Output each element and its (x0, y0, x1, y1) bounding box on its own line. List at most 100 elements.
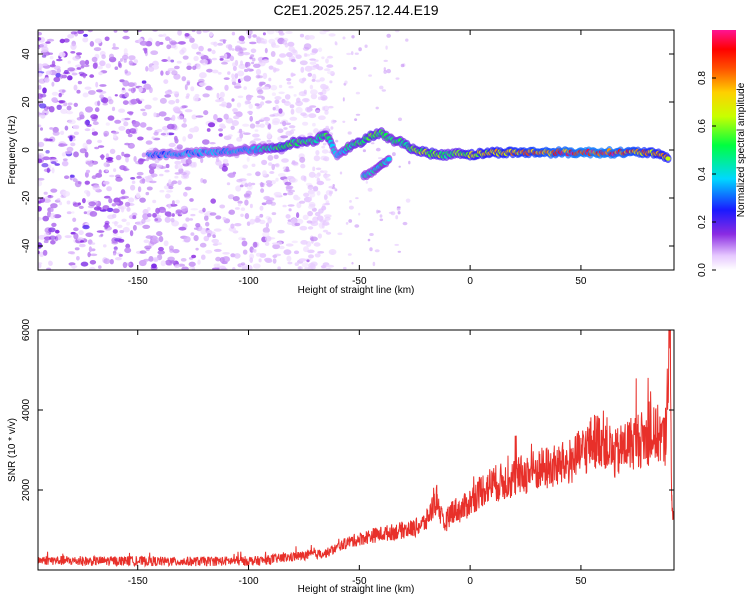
heatmap-noise-cell (239, 184, 244, 188)
heatmap-noise-cell (266, 182, 273, 188)
heatmap-noise-cell (158, 236, 164, 243)
heatmap-noise-cell (83, 33, 88, 37)
heatmap-noise-cell (191, 114, 198, 120)
heatmap-noise-cell (105, 153, 109, 159)
heatmap-noise-cell (51, 97, 58, 103)
heatmap-noise-cell (119, 93, 125, 99)
heatmap-noise-cell (234, 47, 242, 52)
heatmap-noise-cell (172, 106, 181, 113)
heatmap-noise-cell (307, 226, 314, 230)
heatmap-noise-cell (259, 213, 264, 218)
heatmap-noise-cell (261, 86, 270, 90)
colorbar-gradient (712, 30, 736, 270)
heatmap-noise-cell (200, 157, 204, 164)
heatmap-noise-cell (189, 266, 195, 269)
heatmap-noise-cell (240, 60, 243, 66)
heatmap-noise-cell (211, 49, 216, 55)
heatmap-noise-cell (92, 121, 99, 126)
heatmap-noise-cell (128, 55, 136, 61)
heatmap-noise-cell (101, 54, 106, 60)
heatmap-noise-cell (152, 199, 157, 204)
heatmap-noise-cell (120, 189, 126, 195)
heatmap-noise-cell (236, 102, 242, 108)
heatmap-noise-cell (231, 98, 235, 102)
heatmap-noise-cell (274, 96, 282, 100)
heatmap-noise-cell (100, 233, 104, 237)
heatmap-noise-cell (242, 123, 250, 127)
heatmap-noise-cell (307, 185, 314, 190)
heatmap-noise-cell (73, 227, 79, 232)
heatmap-noise-cell (130, 143, 135, 148)
heatmap-noise-cell (256, 95, 264, 98)
heatmap-noise-cell (124, 92, 129, 98)
heatmap-noise-cell (172, 249, 180, 254)
heatmap-noise-cell (156, 231, 163, 237)
heatmap-noise-cell (227, 194, 235, 200)
heatmap-noise-cell (103, 181, 110, 185)
heatmap-noise-cell (277, 128, 284, 134)
heatmap-noise-cell (255, 74, 261, 79)
heatmap-noise-cell (307, 210, 313, 217)
heatmap-noise-cell (73, 84, 78, 91)
heatmap-noise-cell (342, 97, 345, 102)
heatmap-noise-cell (244, 199, 249, 206)
heatmap-noise-cell (386, 68, 392, 74)
heatmap-noise-cell (114, 66, 119, 70)
heatmap-noise-cell (93, 206, 102, 211)
heatmap-noise-cell (51, 91, 59, 96)
heatmap-noise-cell (151, 163, 158, 167)
heatmap-noise-cell (184, 109, 193, 113)
heatmap-noise-cell (166, 123, 175, 130)
heatmap-noise-cell (320, 96, 326, 101)
heatmap-noise-cell (140, 108, 146, 112)
heatmap-noise-cell (255, 171, 261, 177)
heatmap-noise-cell (45, 150, 50, 154)
heatmap-noise-cell (197, 259, 201, 265)
heatmap-noise-cell (321, 56, 325, 60)
heatmap-noise-cell (271, 242, 280, 245)
heatmap-noise-cell (122, 261, 128, 269)
heatmap-noise-cell (325, 125, 330, 131)
heatmap-noise-cell (241, 240, 248, 247)
heatmap-noise-cell (348, 205, 354, 210)
heatmap-noise-cell (114, 119, 122, 124)
heatmap-noise-cell (74, 247, 80, 251)
heatmap-noise-cell (141, 80, 147, 84)
heatmap-noise-cell (290, 217, 298, 224)
heatmap-noise-cell (302, 121, 309, 126)
heatmap-noise-cell (59, 74, 64, 79)
heatmap-noise-cell (251, 57, 256, 62)
heatmap-noise-cell (82, 37, 89, 43)
heatmap-noise-cell (183, 191, 188, 197)
heatmap-noise-cell (285, 31, 293, 34)
heatmap-noise-cell (258, 119, 265, 122)
heatmap-noise-cell (38, 63, 44, 70)
heatmap-noise-cell (243, 75, 252, 82)
heatmap-noise-cell (216, 92, 220, 99)
heatmap-noise-cell (163, 79, 169, 84)
heatmap-noise-cell (139, 122, 147, 128)
heatmap-noise-cell (316, 190, 321, 196)
heatmap-noise-cell (240, 262, 246, 266)
heatmap-noise-cell (262, 170, 267, 177)
heatmap-noise-cell (346, 52, 352, 56)
heatmap-noise-cell (103, 195, 111, 199)
heatmap-noise-cell (261, 202, 267, 206)
heatmap-noise-cell (216, 117, 223, 123)
heatmap-noise-cell (103, 162, 110, 168)
heatmap-noise-cell (219, 97, 225, 102)
heatmap-noise-cell (171, 42, 180, 45)
heatmap-noise-cell (84, 59, 90, 66)
heatmap-noise-cell (118, 125, 126, 131)
heatmap-noise-cell (233, 115, 240, 120)
heatmap-noise-cell (142, 213, 149, 220)
heatmap-noise-cell (151, 236, 160, 243)
heatmap-noise-cell (51, 222, 57, 227)
heatmap-noise-cell (112, 229, 118, 234)
heatmap-noise-cell (193, 55, 199, 62)
heatmap-noise-cell (219, 123, 226, 128)
heatmap-noise-cell (296, 202, 302, 209)
heatmap-noise-cell (319, 219, 327, 223)
heatmap-noise-cell (287, 191, 294, 196)
heatmap-noise-cell (196, 63, 201, 70)
